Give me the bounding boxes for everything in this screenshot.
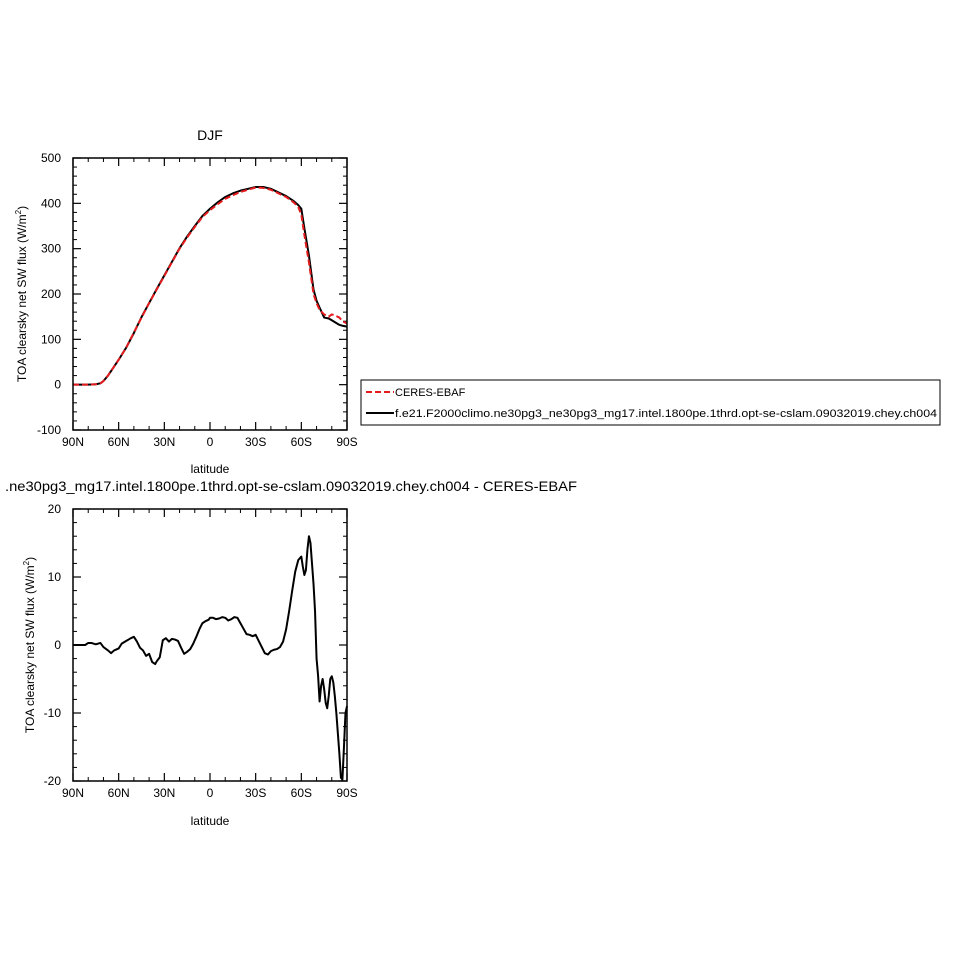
- top-panel-title: DJF: [197, 127, 223, 143]
- top-panel-y-axis-title-tail: ): [15, 206, 29, 210]
- y-tick-label: 20: [48, 502, 62, 516]
- bottom-panel-y-axis-title-main: TOA clearsky net SW flux (W/m: [23, 565, 37, 733]
- x-tick-label: 30N: [153, 786, 175, 800]
- bottom-panel-series: [73, 535, 348, 781]
- x-tick-label: 90S: [336, 786, 357, 800]
- top-panel-series: [73, 186, 348, 386]
- x-tick-label: 90N: [62, 435, 84, 449]
- series-line-model: [73, 186, 348, 386]
- x-tick-label: 60N: [108, 786, 130, 800]
- y-tick-label: 300: [41, 242, 61, 256]
- top-panel-x-axis-title: latitude: [191, 462, 230, 476]
- top-panel-y-axis-title: TOA clearsky net SW flux (W/m2): [14, 206, 29, 382]
- y-tick-label: -100: [37, 423, 61, 437]
- x-tick-label: 30N: [153, 435, 175, 449]
- y-tick-label: 10: [48, 570, 62, 584]
- legend-box: [360, 379, 941, 426]
- y-tick-label: 100: [41, 332, 61, 346]
- bottom-panel-y-axis-title-tail: ): [23, 557, 37, 561]
- y-tick-label: -20: [44, 774, 62, 788]
- x-tick-label: 90S: [336, 435, 357, 449]
- x-tick-label: 90N: [62, 786, 84, 800]
- bottom-panel-x-axis-title: latitude: [191, 814, 230, 828]
- x-tick-label: 0: [207, 435, 214, 449]
- top-panel-frame: [72, 157, 348, 431]
- bottom-panel-frame: [72, 508, 348, 782]
- x-tick-label: 30S: [245, 786, 266, 800]
- x-tick-label: 60S: [291, 786, 312, 800]
- legend-label-model: f.e21.F2000climo.ne30pg3_ne30pg3_mg17.in…: [395, 408, 937, 420]
- bottom-panel-y-axis-title: TOA clearsky net SW flux (W/m2): [22, 557, 37, 733]
- series-line-difference: [73, 535, 348, 781]
- bottom-panel-y-axis-title-sup: 2: [22, 560, 31, 565]
- y-tick-label: 400: [41, 196, 61, 210]
- x-tick-label: 60N: [108, 435, 130, 449]
- bottom-panel-title: .ne30pg3_mg17.intel.1800pe.1thrd.opt-se-…: [5, 478, 577, 494]
- bottom-panel: .ne30pg3_mg17.intel.1800pe.1thrd.opt-se-…: [5, 478, 577, 828]
- y-tick-label: 0: [54, 638, 61, 652]
- y-tick-label: 0: [54, 378, 61, 392]
- legend-label-ceres: CERES-EBAF: [395, 387, 466, 399]
- top-panel-y-axis-title-main: TOA clearsky net SW flux (W/m: [15, 214, 29, 382]
- x-tick-label: 30S: [245, 435, 266, 449]
- y-tick-label: 200: [41, 287, 61, 301]
- top-panel: DJF 90N 60N 30N 0 30S 60S 90S -100 0 100 200 300 400…: [14, 127, 358, 476]
- y-tick-label: 500: [41, 151, 61, 165]
- series-line-ceres-ebaf: [73, 186, 348, 386]
- y-tick-label: -10: [44, 706, 62, 720]
- legend: CERES-EBAF f.e21.F2000climo.ne30pg3_ne30…: [360, 379, 941, 426]
- top-panel-ticks: 90N 60N 30N 0 30S 60S 90S -100 0 100 200 300 400 500: [37, 151, 358, 449]
- x-tick-label: 0: [207, 786, 214, 800]
- top-panel-y-axis-title-sup: 2: [14, 209, 23, 214]
- x-tick-label: 60S: [291, 435, 312, 449]
